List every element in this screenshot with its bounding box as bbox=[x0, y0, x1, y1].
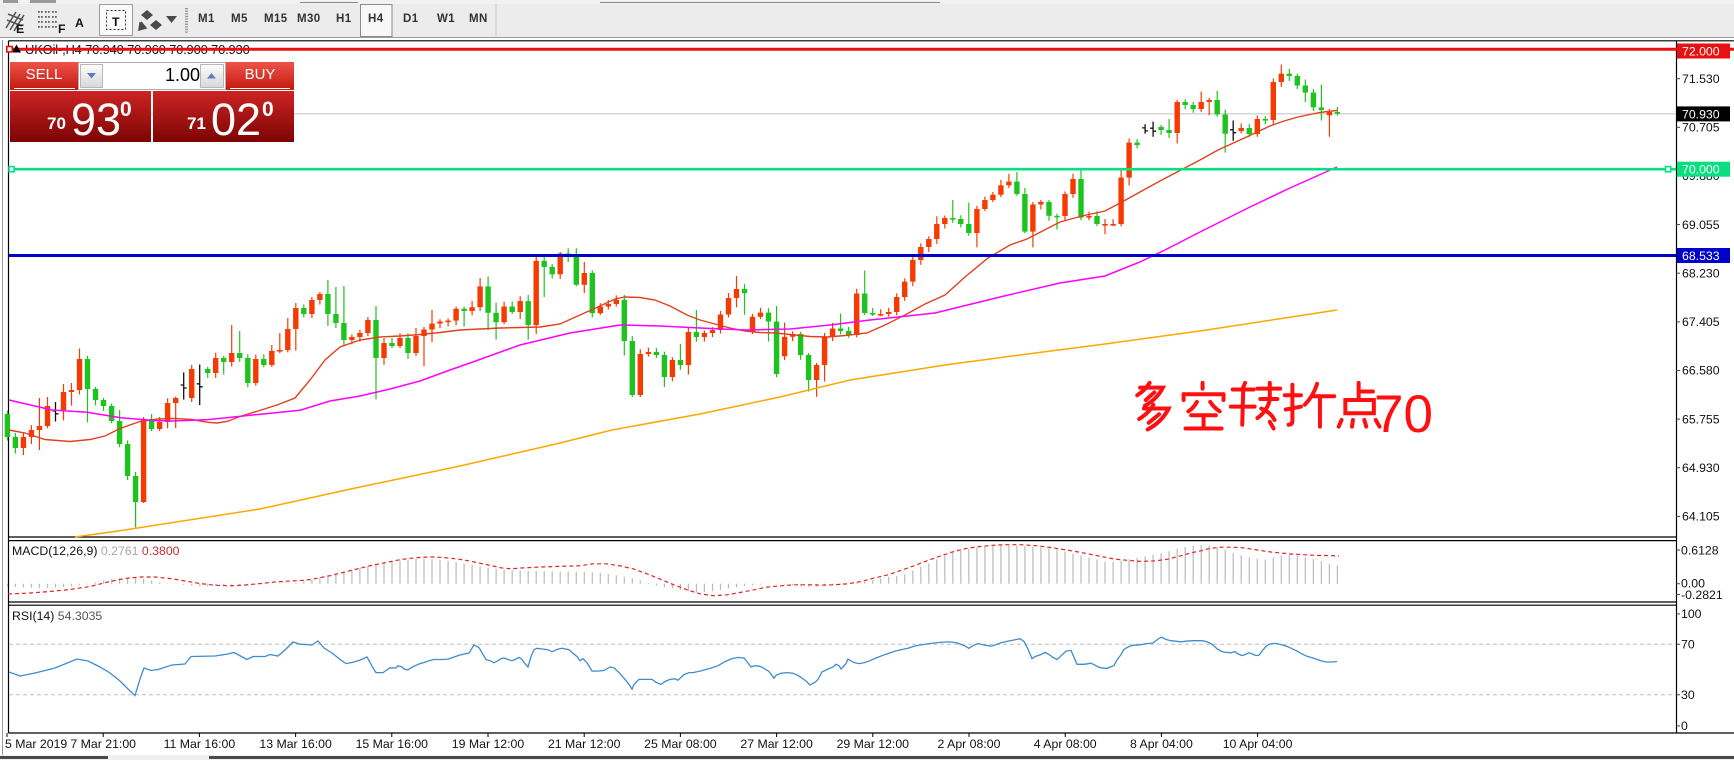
svg-text:0.00: 0.00 bbox=[1681, 577, 1705, 591]
svg-text:11 Mar 16:00: 11 Mar 16:00 bbox=[164, 737, 236, 751]
svg-text:10 Apr 04:00: 10 Apr 04:00 bbox=[1223, 737, 1293, 751]
svg-text:68.533: 68.533 bbox=[1682, 249, 1720, 263]
svg-text:13 Mar 16:00: 13 Mar 16:00 bbox=[259, 737, 332, 751]
svg-text:64.930: 64.930 bbox=[1682, 461, 1720, 475]
svg-text:65.755: 65.755 bbox=[1682, 412, 1720, 426]
svg-text:5 Mar 2019: 5 Mar 2019 bbox=[5, 737, 67, 751]
svg-text:70: 70 bbox=[1374, 385, 1433, 444]
svg-text:25 Mar 08:00: 25 Mar 08:00 bbox=[644, 737, 717, 751]
svg-text:27 Mar 12:00: 27 Mar 12:00 bbox=[740, 737, 813, 751]
svg-text:30: 30 bbox=[1681, 688, 1695, 702]
svg-text:-0.2821: -0.2821 bbox=[1681, 588, 1723, 602]
svg-text:68.230: 68.230 bbox=[1682, 266, 1720, 280]
svg-text:4 Apr 08:00: 4 Apr 08:00 bbox=[1034, 737, 1097, 751]
svg-text:E: E bbox=[16, 22, 24, 36]
svg-text:19 Mar 12:00: 19 Mar 12:00 bbox=[452, 737, 525, 751]
svg-text:29 Mar 12:00: 29 Mar 12:00 bbox=[837, 737, 910, 751]
svg-text:7 Mar 21:00: 7 Mar 21:00 bbox=[70, 737, 136, 751]
svg-text:8 Apr 04:00: 8 Apr 04:00 bbox=[1130, 737, 1193, 751]
svg-text:100: 100 bbox=[1681, 607, 1702, 621]
svg-text:MACD(12,26,9) 0.2761 0.3800: MACD(12,26,9) 0.2761 0.3800 bbox=[12, 544, 180, 558]
svg-text:69.055: 69.055 bbox=[1682, 218, 1720, 232]
svg-text:64.105: 64.105 bbox=[1682, 510, 1720, 524]
svg-text:70.930: 70.930 bbox=[1682, 107, 1720, 121]
svg-text:70.705: 70.705 bbox=[1682, 121, 1720, 135]
svg-text:15 Mar 16:00: 15 Mar 16:00 bbox=[356, 737, 429, 751]
svg-text:0: 0 bbox=[1681, 719, 1688, 733]
svg-text:72.000: 72.000 bbox=[1682, 45, 1720, 59]
svg-text:0.6128: 0.6128 bbox=[1681, 543, 1719, 557]
svg-text:70.000: 70.000 bbox=[1682, 163, 1720, 177]
svg-text:T: T bbox=[112, 15, 120, 29]
svg-text:A: A bbox=[75, 16, 84, 30]
svg-text:2 Apr 08:00: 2 Apr 08:00 bbox=[938, 737, 1001, 751]
svg-text:21 Mar 12:00: 21 Mar 12:00 bbox=[548, 737, 621, 751]
svg-text:67.405: 67.405 bbox=[1682, 315, 1720, 329]
svg-text:70: 70 bbox=[1681, 638, 1695, 652]
svg-text:RSI(14) 54.3035: RSI(14) 54.3035 bbox=[12, 609, 102, 623]
svg-text:71.530: 71.530 bbox=[1682, 72, 1720, 86]
svg-text:66.580: 66.580 bbox=[1682, 364, 1720, 378]
svg-text:F: F bbox=[58, 22, 66, 36]
